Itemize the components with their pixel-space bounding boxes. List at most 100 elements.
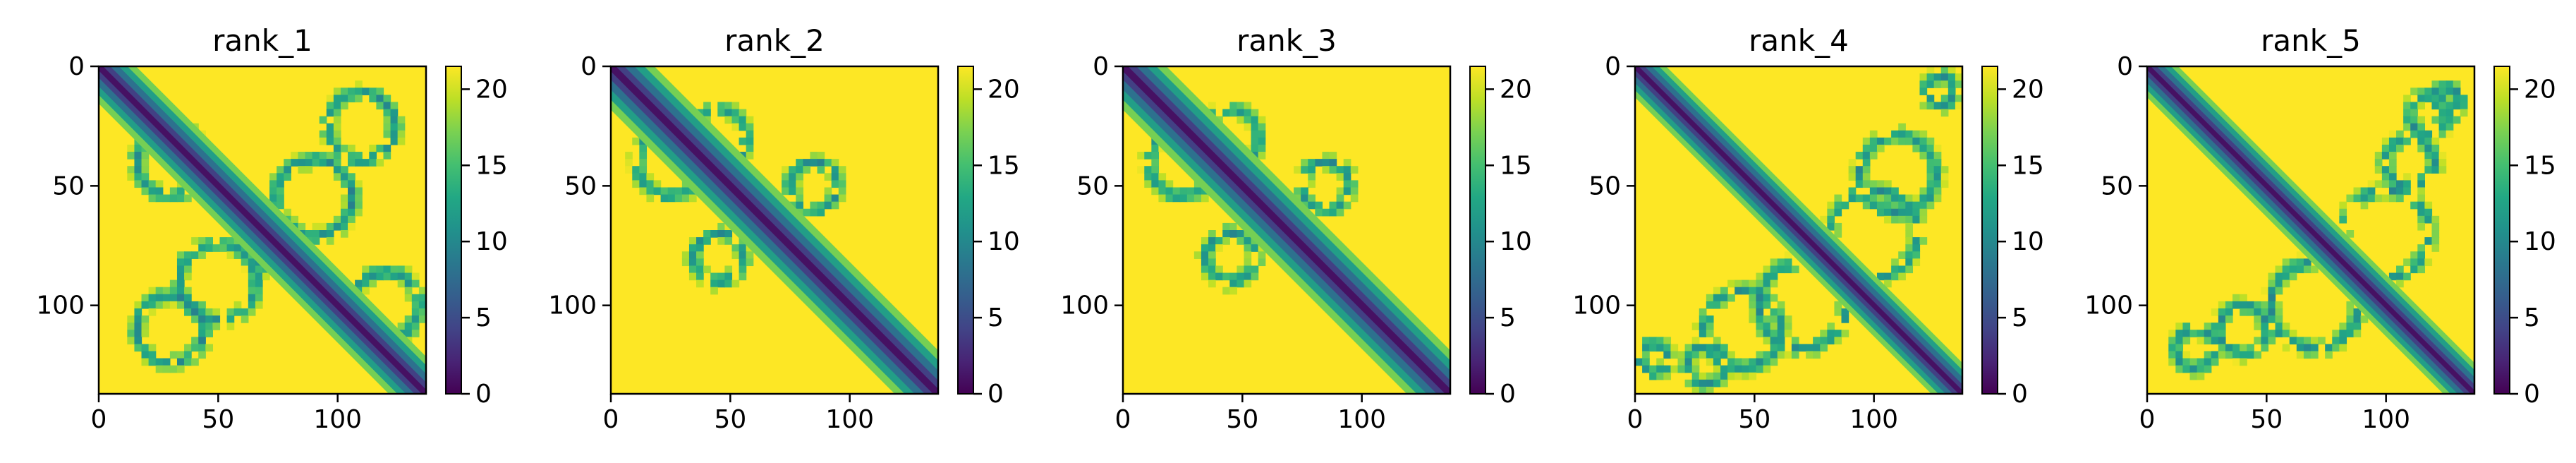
contact-cell — [376, 265, 384, 274]
contact-cell — [1898, 272, 1906, 281]
contact-cell — [2268, 308, 2276, 316]
contact-cell — [1343, 166, 1351, 174]
contact-cell — [2197, 358, 2205, 366]
contact-cell — [2431, 152, 2440, 160]
contact-cell — [2182, 358, 2191, 366]
contact-cell — [348, 144, 356, 152]
contact-cell — [397, 116, 406, 124]
contact-cell — [241, 265, 249, 274]
contact-cell — [2296, 351, 2304, 359]
contact-cell — [1770, 337, 1778, 344]
contact-cell — [148, 194, 157, 203]
contact-cell — [1699, 308, 1707, 316]
contact-cell — [155, 287, 164, 295]
contact-cell — [169, 279, 178, 288]
contact-cell — [2424, 130, 2433, 138]
contact-cell — [1258, 152, 1266, 160]
contact-cell — [1905, 215, 1913, 224]
contact-cell — [1806, 351, 1813, 359]
contact-cell — [2410, 130, 2418, 138]
x-axis: 0 50 100 — [91, 394, 362, 434]
y-tick-label: 50 — [1588, 172, 1621, 200]
contact-cell — [2168, 358, 2176, 366]
contact-cell — [2325, 351, 2333, 359]
contact-cell — [191, 301, 199, 309]
contact-cell — [2388, 194, 2397, 203]
contact-cell — [169, 301, 178, 309]
contact-cell — [1770, 344, 1778, 352]
contact-cell — [176, 358, 185, 366]
contact-cell — [838, 173, 846, 181]
x-axis: 0 50 100 — [603, 394, 874, 434]
contact-cell — [1763, 294, 1771, 302]
contact-cell — [824, 159, 832, 167]
contact-cell — [184, 258, 192, 267]
contact-cell — [1343, 180, 1351, 188]
contact-cell — [397, 272, 406, 281]
diagonal-band — [1635, 66, 1962, 394]
contact-cell — [1137, 166, 1145, 174]
contact-cell — [176, 287, 185, 295]
contact-cell — [176, 251, 185, 259]
colorbar-axis: 0 5 10 15 20 — [1486, 75, 1532, 409]
contact-cell — [369, 152, 377, 160]
contact-cell — [2381, 194, 2390, 203]
contact-cell — [739, 116, 747, 124]
contact-cell — [269, 180, 277, 188]
contact-cell — [1940, 66, 1949, 74]
contact-cell — [2424, 208, 2433, 217]
contact-cell — [681, 187, 690, 196]
contact-cell — [1919, 88, 1928, 95]
contact-cell — [1208, 251, 1216, 259]
contact-cell — [184, 344, 192, 352]
contact-cell — [127, 330, 135, 337]
contact-cell — [1919, 215, 1928, 224]
contact-cell — [667, 194, 676, 203]
contact-cell — [2460, 109, 2468, 117]
contact-cell — [1876, 137, 1885, 145]
contact-cell — [2232, 351, 2240, 359]
contact-cell — [340, 166, 348, 174]
colorbar-tick-label: 5 — [475, 303, 492, 332]
contact-cell — [2381, 166, 2390, 174]
contact-cell — [1869, 144, 1878, 152]
contact-cell — [817, 166, 825, 174]
contact-cell — [2339, 337, 2347, 344]
contact-cell — [1208, 102, 1216, 110]
contact-cell — [1763, 287, 1771, 295]
contact-cell — [362, 287, 370, 295]
contact-cell — [2353, 323, 2362, 330]
contact-cell — [1763, 265, 1771, 274]
contact-cell — [355, 159, 363, 167]
contact-cell — [710, 272, 718, 281]
contact-cell — [2339, 201, 2347, 210]
x-axis: 0 50 100 — [1115, 394, 1386, 434]
contact-cell — [1784, 265, 1792, 274]
contact-cell — [2289, 330, 2297, 337]
y-tick-label: 0 — [1605, 52, 1621, 81]
heatmap-frame — [97, 65, 427, 395]
contact-cell — [2275, 272, 2283, 281]
contact-cell — [333, 166, 341, 174]
contact-cell — [1777, 308, 1785, 316]
contact-cell — [1713, 351, 1721, 359]
contact-cell — [2438, 102, 2447, 110]
colorbar-tick-label: 5 — [2012, 303, 2028, 332]
contact-cell — [817, 152, 825, 160]
contact-cell — [2388, 166, 2397, 174]
contact-cell — [397, 279, 406, 288]
contact-cell — [710, 287, 718, 295]
contact-cell — [241, 308, 249, 316]
contact-cell — [688, 265, 697, 274]
contact-cell — [1926, 159, 1935, 167]
contact-cell — [696, 251, 704, 259]
contact-cell — [1336, 208, 1344, 217]
contact-cell — [1229, 287, 1237, 295]
contact-cell — [1343, 173, 1351, 181]
contact-cell — [418, 315, 426, 323]
contact-cell — [724, 116, 733, 124]
contact-cell — [2438, 152, 2447, 160]
contact-cell — [2296, 337, 2304, 344]
contact-cell — [1770, 258, 1778, 267]
contact-cell — [2388, 180, 2397, 188]
